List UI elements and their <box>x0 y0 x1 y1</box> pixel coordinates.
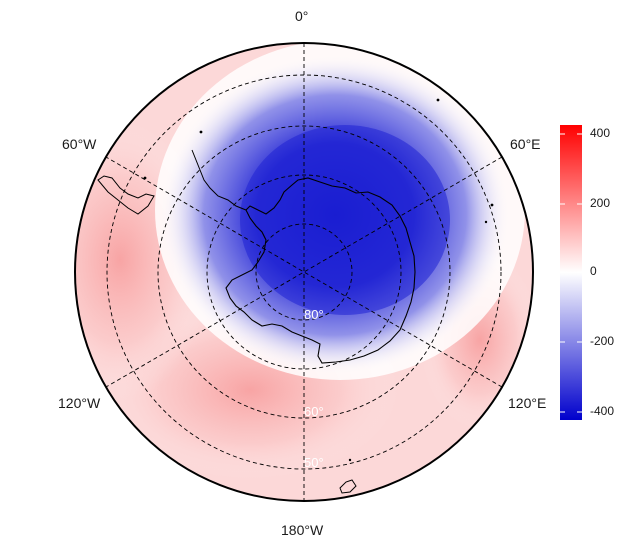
colorbar-tick-400: 400 <box>590 126 611 140</box>
australia-coastline <box>339 479 357 494</box>
meridian-120e-60w <box>105 156 503 388</box>
antarctica-coastline <box>225 177 416 364</box>
colorbar-tick-minus-400: -400 <box>590 404 615 418</box>
colorbar-tick-minus-200: -200 <box>590 334 615 348</box>
lon-label-120w: 120°W <box>58 395 101 411</box>
antarctic-peninsula <box>191 149 247 211</box>
colorbar-ticks <box>560 133 582 413</box>
latitude-circle-70 <box>206 174 402 370</box>
lat-label-80: 80° <box>304 307 324 322</box>
meridian-60e-120w <box>105 156 503 388</box>
latitude-circle-80 <box>255 223 353 321</box>
latitude-circle-60 <box>157 125 451 419</box>
lat-label-50: 50° <box>304 455 324 470</box>
colorbar <box>560 125 582 420</box>
colorbar-tick-200: 200 <box>590 196 611 210</box>
anomaly-field <box>75 43 533 501</box>
lon-label-60e: 60°E <box>510 136 541 152</box>
lon-label-180w: 180°W <box>281 522 324 538</box>
sub-antarctic-islands <box>143 98 494 462</box>
lon-label-0: 0° <box>295 8 309 24</box>
graticule <box>105 43 503 501</box>
lon-label-60w: 60°W <box>62 136 97 152</box>
colorbar-tick-0: 0 <box>590 264 597 278</box>
lon-label-120e: 120°E <box>508 395 547 411</box>
map-boundary <box>74 42 534 502</box>
south-america-coastline <box>97 175 155 215</box>
lat-label-60: 60° <box>304 404 324 419</box>
